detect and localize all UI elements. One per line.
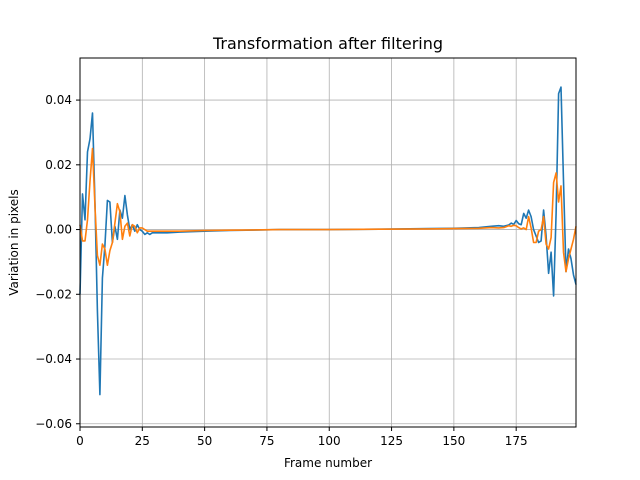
x-axis-label: Frame number bbox=[284, 456, 372, 470]
grid-lines bbox=[79, 58, 576, 427]
x-tick-label: 75 bbox=[259, 434, 274, 448]
y-tick-label: 0.00 bbox=[45, 223, 72, 237]
series-group bbox=[79, 86, 577, 396]
y-axis-label: Variation in pixels bbox=[7, 189, 21, 295]
chart-title: Transformation after filtering bbox=[212, 34, 443, 53]
y-tick-label: −0.02 bbox=[35, 287, 72, 301]
x-tick-label: 0 bbox=[76, 434, 84, 448]
tick-group: 0 25 50 75 100 125 150 175 −0.06 −0.04 −0.02 0.00 0.… bbox=[35, 93, 527, 448]
y-tick-label: 0.04 bbox=[45, 93, 72, 107]
x-tick-label: 175 bbox=[505, 434, 528, 448]
x-tick-label: 100 bbox=[318, 434, 341, 448]
x-tick-label: 125 bbox=[380, 434, 403, 448]
x-tick-label: 50 bbox=[197, 434, 212, 448]
series-line-2 bbox=[79, 147, 577, 273]
x-tick-label: 25 bbox=[135, 434, 150, 448]
y-tick-label: 0.02 bbox=[45, 158, 72, 172]
x-tick-label: 150 bbox=[442, 434, 465, 448]
plot-frame bbox=[79, 57, 577, 428]
y-tick-label: −0.06 bbox=[35, 417, 72, 431]
y-tick-label: −0.04 bbox=[35, 352, 72, 366]
